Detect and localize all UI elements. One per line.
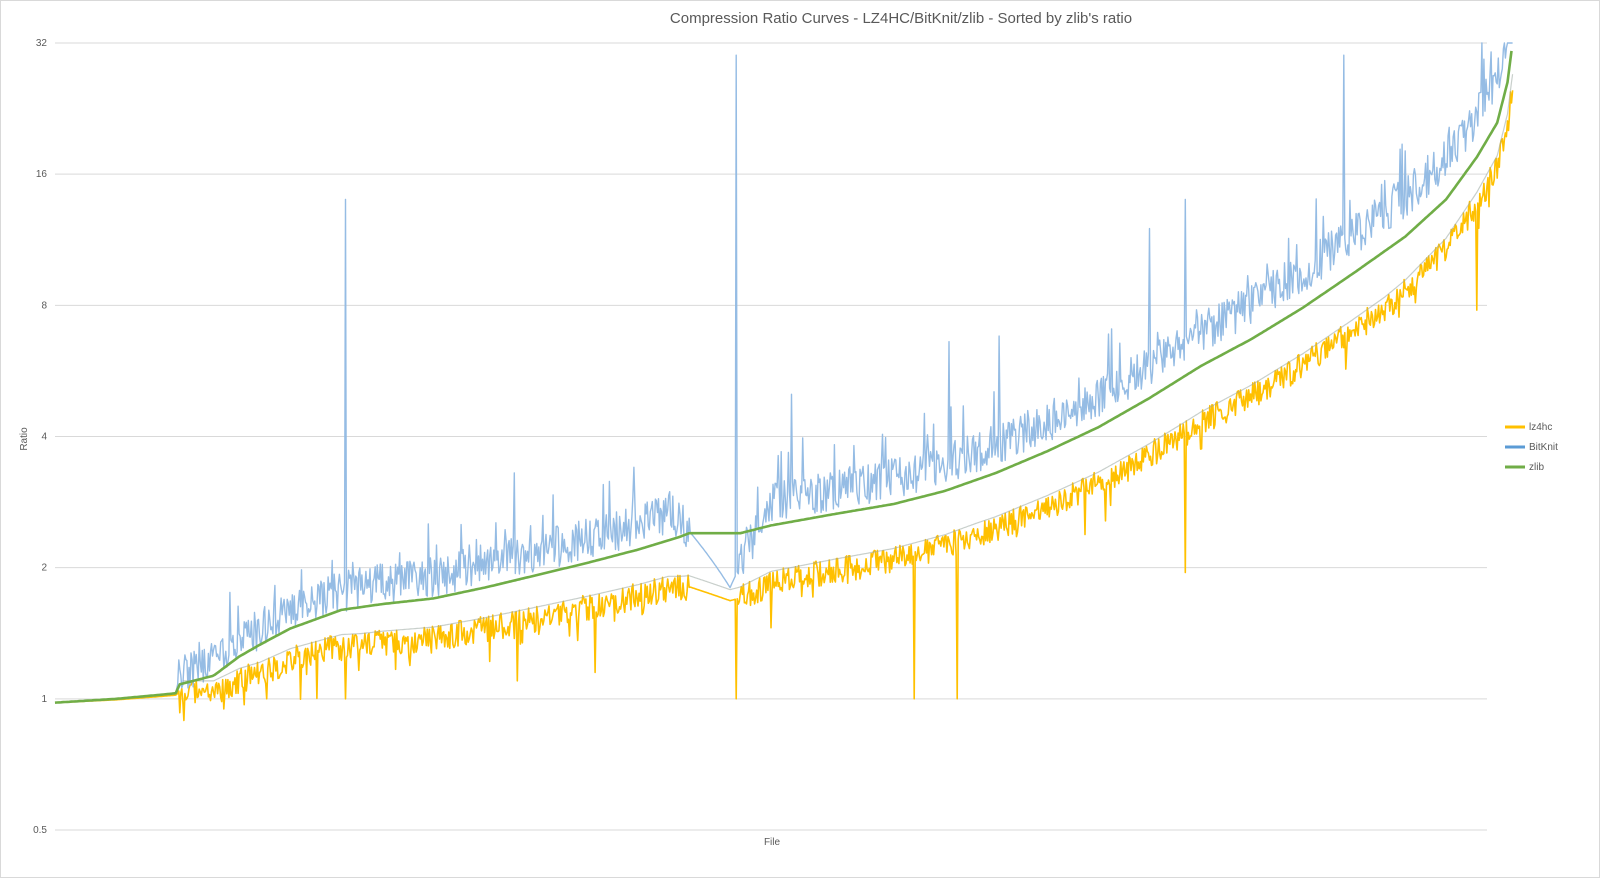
y-tick-label: 0.5 (33, 825, 47, 836)
y-tick-label: 16 (36, 169, 48, 180)
legend-label-lz4hc: lz4hc (1529, 422, 1552, 433)
y-tick-labels: 0.5 1 2 4 8 16 32 (33, 38, 47, 836)
gridlines (55, 42, 1487, 831)
series-lz4hc (54, 90, 1514, 722)
y-tick-label: 32 (36, 38, 48, 49)
lz4hc-series-line (54, 90, 1514, 722)
y-tick-label: 2 (41, 563, 47, 574)
legend-item-bitknit[interactable]: BitKnit (1505, 442, 1558, 453)
y-axis-title: Ratio (19, 427, 30, 451)
x-axis-title: File (764, 837, 781, 848)
legend-item-zlib[interactable]: zlib (1505, 462, 1544, 473)
y-tick-label: 1 (41, 694, 47, 705)
zlib-series-line (54, 50, 1513, 704)
series-bitknit (54, 42, 1514, 704)
legend-label-bitknit: BitKnit (1529, 442, 1558, 453)
series-zlib (54, 50, 1513, 704)
bitknit-series-line (54, 42, 1513, 704)
y-tick-label: 8 (41, 300, 47, 311)
chart-title: Compression Ratio Curves - LZ4HC/BitKnit… (670, 10, 1132, 27)
legend-label-zlib: zlib (1529, 462, 1544, 473)
overlap-band (182, 74, 1514, 682)
y-tick-label: 4 (41, 432, 47, 443)
legend-item-lz4hc[interactable]: lz4hc (1505, 422, 1552, 433)
legend[interactable]: lz4hc BitKnit zlib (1505, 422, 1558, 473)
